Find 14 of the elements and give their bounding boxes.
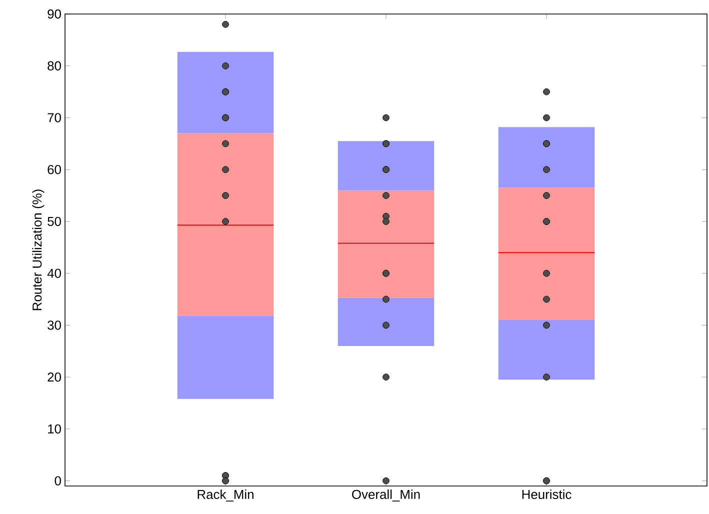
x-tick-label: Heuristic	[522, 490, 572, 500]
y-tick-label: 20	[48, 372, 61, 382]
x-tick-label: Overall_Min	[352, 490, 420, 502]
y-tick-label: 40	[47, 268, 61, 278]
y-tick-label: 80	[48, 61, 61, 70]
y-tick-label: 0	[54, 476, 61, 486]
x-tick-label: Rack_Min	[198, 490, 254, 502]
y-tick-label: 70	[48, 113, 61, 122]
y-tick-label: 30	[48, 320, 61, 330]
y-tick-label: 50	[48, 216, 61, 226]
y-tick-label: 60	[48, 165, 61, 174]
y-tick-label: 90	[48, 9, 61, 19]
y-tick-label: 10	[48, 424, 61, 434]
y-axis-title: Router Utilization (%)	[32, 190, 44, 310]
